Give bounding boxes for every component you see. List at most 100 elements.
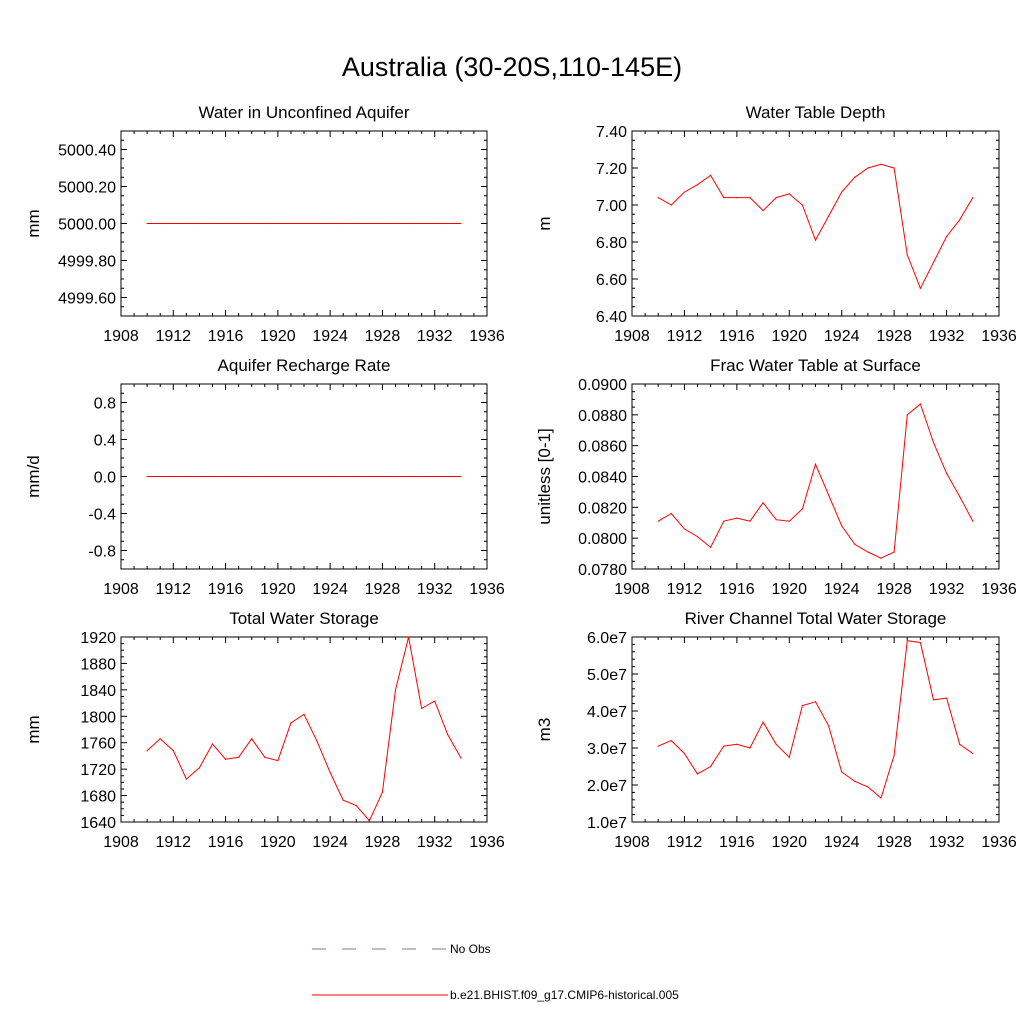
chart-title: Frac Water Table at Surface (710, 356, 921, 375)
data-point (683, 191, 686, 193)
chart-title: Water in Unconfined Aquifer (198, 103, 409, 122)
x-tick-label: 1924 (312, 581, 348, 598)
x-tick-label: 1916 (719, 834, 755, 851)
y-tick-label: 0.8 (94, 396, 116, 413)
x-tick-label: 1932 (929, 328, 965, 345)
x-tick-label: 1916 (208, 834, 244, 851)
data-point (919, 641, 921, 644)
data-point (814, 701, 817, 703)
data-point (841, 525, 843, 527)
x-tick-label: 1908 (614, 834, 650, 851)
data-point (775, 519, 777, 521)
data-point (198, 222, 201, 225)
data-point (906, 640, 908, 642)
legend: No Obs b.e21.BHIST.f09_g17.CMIP6-histori… (312, 942, 679, 1002)
data-point (867, 167, 869, 169)
x-tick-label: 1936 (981, 581, 1017, 598)
legend-model-label: b.e21.BHIST.f09_g17.CMIP6-historical.005 (450, 988, 679, 1002)
x-tick-label: 1920 (260, 834, 296, 851)
x-tick-label: 1912 (155, 328, 191, 345)
data-point (723, 745, 725, 747)
data-point (683, 528, 686, 530)
x-tick-label: 1928 (876, 581, 912, 598)
data-point (290, 475, 292, 478)
data-point (381, 222, 384, 225)
x-tick-label: 1924 (312, 328, 348, 345)
x-tick-label: 1932 (417, 328, 453, 345)
data-point (801, 508, 803, 510)
y-axis-label: m3 (535, 718, 554, 742)
data-point (762, 721, 764, 723)
data-point (159, 222, 161, 225)
y-tick-label: 1680 (80, 789, 116, 806)
chart-panel-water-table-depth: 1908 1912 1916 1920 1924 1928 1932 1936 6.40 6.60… (535, 103, 1017, 345)
data-point (880, 557, 882, 559)
x-tick-label: 1916 (208, 328, 244, 345)
data-point (329, 475, 331, 478)
data-point (303, 475, 305, 478)
data-point (238, 475, 240, 478)
data-point (893, 754, 895, 757)
y-tick-label: 1640 (80, 815, 116, 832)
x-tick-label: 1936 (469, 328, 505, 345)
y-tick-label: 1800 (80, 709, 116, 726)
data-point (972, 197, 974, 199)
data-point (329, 771, 331, 774)
data-point (828, 494, 830, 496)
chart-panel-aquifer-recharge-rate: 1908 1912 1916 1920 1924 1928 1932 1936 -0.8 -0.4… (24, 356, 505, 598)
x-tick-label: 1920 (771, 834, 807, 851)
data-point (788, 193, 790, 195)
y-axis-label: mm (24, 209, 43, 237)
data-point (238, 222, 240, 225)
data-point (251, 475, 253, 478)
y-tick-label: 1760 (80, 736, 116, 753)
data-point (355, 222, 357, 225)
data-point (224, 475, 227, 478)
data-point (945, 697, 948, 699)
data-point (172, 475, 174, 478)
data-point (407, 222, 410, 225)
data-point (421, 475, 423, 478)
data-point (434, 222, 436, 225)
y-tick-label: 1920 (80, 630, 116, 647)
data-point (696, 184, 699, 186)
x-tick-label: 1908 (103, 834, 139, 851)
x-tick-label: 1928 (876, 834, 912, 851)
x-tick-label: 1912 (667, 328, 703, 345)
data-point (723, 197, 725, 199)
data-point (368, 222, 370, 225)
data-point (159, 738, 161, 740)
x-tick-label: 1928 (365, 328, 401, 345)
data-point (172, 750, 174, 752)
data-point (447, 222, 449, 225)
data-point (264, 756, 266, 758)
data-point (657, 745, 659, 747)
y-tick-label: 5.0e7 (587, 667, 627, 684)
data-point (185, 222, 187, 225)
data-point (316, 475, 318, 478)
x-tick-label: 1912 (667, 834, 703, 851)
data-point (211, 743, 214, 745)
data-point (303, 713, 305, 715)
x-tick-label: 1912 (155, 581, 191, 598)
y-tick-label: 0.0840 (578, 470, 627, 487)
data-point (893, 551, 895, 553)
y-tick-label: -0.4 (88, 507, 116, 524)
data-point (394, 222, 397, 225)
data-point (814, 463, 817, 465)
data-point (919, 287, 921, 289)
data-point (788, 756, 790, 758)
x-tick-label: 1924 (312, 834, 348, 851)
data-point (972, 752, 974, 755)
data-point (407, 636, 410, 638)
x-tick-label: 1936 (469, 581, 505, 598)
data-point (277, 759, 279, 762)
x-tick-label: 1920 (771, 328, 807, 345)
x-tick-label: 1924 (824, 834, 860, 851)
data-point (710, 174, 712, 176)
y-tick-label: 3.0e7 (587, 741, 627, 758)
series-line (657, 163, 974, 290)
data-point (932, 699, 935, 701)
x-tick-label: 1920 (260, 328, 296, 345)
data-point (224, 758, 227, 760)
